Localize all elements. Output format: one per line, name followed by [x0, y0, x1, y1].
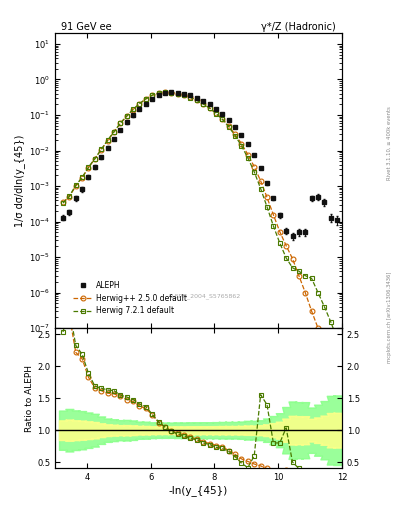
Y-axis label: 1/σ dσ/dln(y_{45}): 1/σ dσ/dln(y_{45}) — [14, 135, 25, 227]
Text: γ*/Z (Hadronic): γ*/Z (Hadronic) — [261, 22, 336, 32]
Text: Rivet 3.1.10, ≥ 400k events: Rivet 3.1.10, ≥ 400k events — [387, 106, 392, 180]
Text: mcplots.cern.ch [arXiv:1306.3436]: mcplots.cern.ch [arXiv:1306.3436] — [387, 272, 392, 363]
Text: 91 GeV ee: 91 GeV ee — [61, 22, 111, 32]
Legend: ALEPH, Herwig++ 2.5.0 default, Herwig 7.2.1 default: ALEPH, Herwig++ 2.5.0 default, Herwig 7.… — [70, 278, 190, 318]
X-axis label: -ln(y_{45}): -ln(y_{45}) — [169, 485, 228, 496]
Y-axis label: Ratio to ALEPH: Ratio to ALEPH — [25, 365, 34, 432]
Text: ALEPH_2004_S5765862: ALEPH_2004_S5765862 — [167, 293, 241, 298]
